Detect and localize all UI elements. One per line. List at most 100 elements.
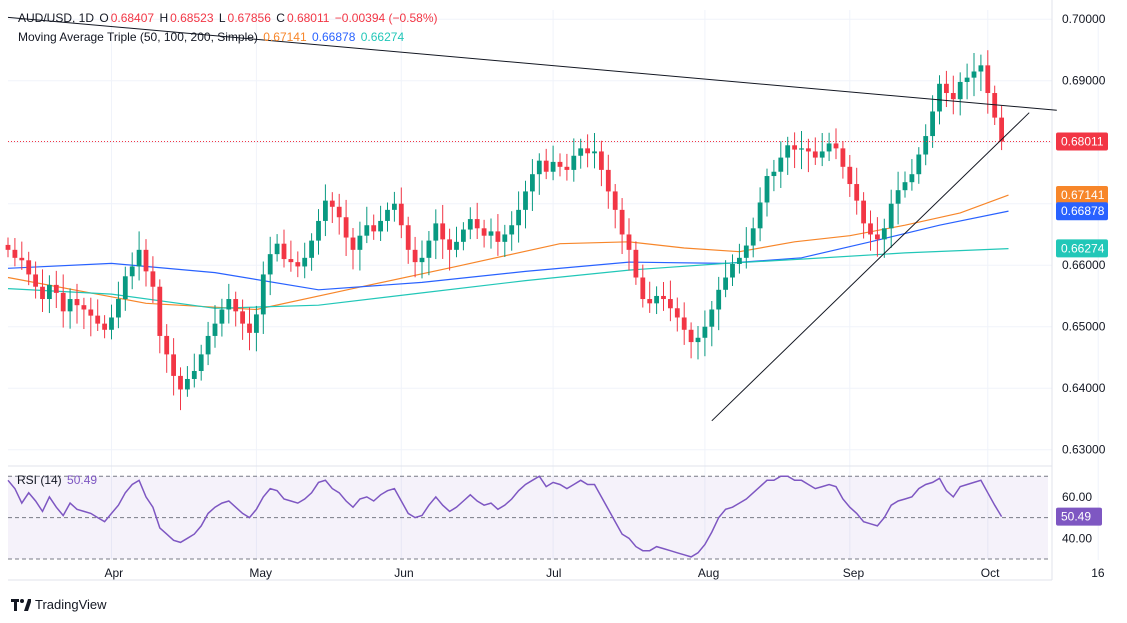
- candle-body: [240, 311, 245, 324]
- time-tick-label: Jun: [394, 566, 413, 580]
- price-tick-label: 0.70000: [1062, 12, 1106, 26]
- candle-body: [33, 274, 38, 287]
- candle-body: [964, 77, 970, 82]
- candle-body: [571, 155, 577, 170]
- brand-name: TradingView: [35, 597, 107, 612]
- candle-body: [743, 245, 749, 258]
- candle-body: [150, 271, 156, 287]
- candle-body: [792, 145, 797, 150]
- rsi-header: RSI (14) 50.49: [17, 473, 99, 487]
- candle-body: [599, 151, 604, 170]
- candle-body: [944, 83, 949, 94]
- candle-body: [681, 317, 687, 330]
- candle-body: [385, 209, 390, 221]
- candle-body: [53, 284, 59, 293]
- candle-body: [109, 317, 114, 330]
- candle-body: [12, 249, 18, 258]
- ma-price-tag-bg: [1056, 186, 1108, 205]
- candle-body: [619, 209, 625, 235]
- candle-body: [329, 200, 335, 207]
- candle-body: [398, 203, 404, 226]
- candle-body: [930, 111, 935, 137]
- candle-body: [233, 299, 239, 312]
- candle-body: [709, 309, 715, 327]
- rsi-header-value: 50.49: [67, 473, 98, 487]
- price-tick-label: 0.66000: [1062, 258, 1106, 272]
- candle-body: [654, 295, 659, 304]
- candle-body: [750, 228, 756, 246]
- candle-body: [336, 206, 342, 218]
- candle-body: [212, 323, 218, 336]
- candle-body: [288, 259, 294, 263]
- candle-body: [364, 225, 370, 236]
- candle-body: [47, 284, 52, 300]
- candle-body: [254, 314, 259, 333]
- time-tick-label: Sep: [843, 566, 865, 580]
- candle-body: [881, 228, 887, 240]
- candle-body: [909, 174, 915, 183]
- candle-body: [67, 299, 73, 312]
- candle-body: [916, 154, 922, 175]
- candle-body: [247, 323, 252, 333]
- candle-body: [26, 260, 32, 275]
- candle-body: [502, 234, 508, 242]
- candle-body: [957, 81, 963, 100]
- candle-body: [833, 143, 839, 149]
- candle-body: [171, 354, 176, 376]
- candle-body: [316, 220, 321, 241]
- time-tick-label: Aug: [698, 566, 719, 580]
- ma-price-tag: 0.67141: [1061, 188, 1105, 202]
- candle-body: [854, 184, 860, 201]
- ma-title: Moving Average Triple (50, 100, 200, Sim…: [18, 30, 258, 44]
- candle-body: [81, 305, 87, 310]
- descending-trendline: [7, 16, 1057, 111]
- low-label: L: [218, 11, 226, 25]
- candle-body: [357, 235, 363, 250]
- candle-body: [219, 309, 225, 324]
- candle-body: [647, 299, 653, 304]
- high-label: H: [159, 11, 169, 25]
- candle-body: [88, 309, 94, 316]
- candle-body: [578, 148, 584, 156]
- candle-body: [688, 329, 694, 343]
- candle-body: [875, 234, 880, 240]
- candle-body: [495, 231, 501, 242]
- candle-body: [405, 225, 411, 250]
- candle-body: [5, 244, 11, 250]
- candle-body: [723, 277, 728, 290]
- footer-brand[interactable]: TradingView: [11, 597, 107, 612]
- current-price-tag-bg: [1056, 132, 1108, 151]
- ma-header: Moving Average Triple (50, 100, 200, Sim…: [18, 30, 406, 44]
- candle-body: [19, 257, 25, 261]
- candle-body: [674, 308, 680, 318]
- candle-body: [861, 200, 866, 224]
- candle-body: [557, 161, 563, 167]
- candle-body: [826, 143, 832, 152]
- candle-body: [564, 166, 570, 170]
- candle-body: [978, 65, 984, 72]
- ma50-value: 0.67141: [263, 30, 307, 44]
- candle-body: [950, 93, 956, 100]
- price-tick-label: 0.65000: [1062, 320, 1106, 334]
- ascending-trendline: [711, 112, 1030, 422]
- candle-body: [274, 243, 280, 255]
- price-tick-label: 0.63000: [1062, 443, 1106, 457]
- candle-body: [695, 337, 701, 343]
- candle-body: [764, 176, 770, 203]
- candle-body: [840, 148, 846, 167]
- ma-price-tag: 0.66878: [1061, 204, 1105, 218]
- candle-body: [281, 243, 287, 260]
- candle-body: [902, 182, 908, 191]
- candle-body: [295, 262, 301, 267]
- candle-body: [516, 209, 521, 226]
- candle-body: [806, 148, 811, 152]
- ma-price-tag-bg: [1056, 202, 1108, 221]
- candle-body: [433, 223, 439, 241]
- candle-body: [633, 249, 639, 278]
- candle-body: [771, 171, 777, 177]
- candle-body: [716, 289, 722, 310]
- candle-body: [668, 299, 673, 309]
- candle-body: [350, 237, 356, 250]
- candle-body: [543, 160, 549, 172]
